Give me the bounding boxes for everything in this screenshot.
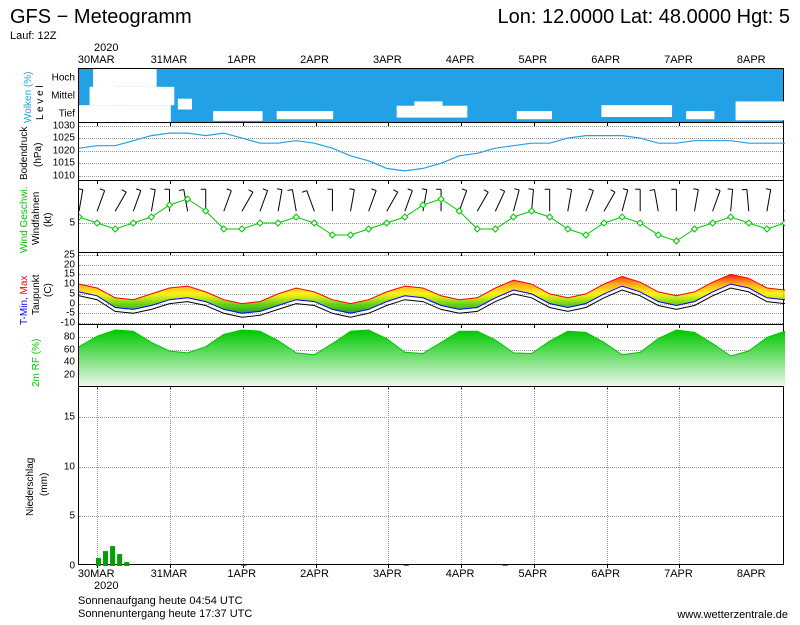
year-label-bottom: 2020 — [94, 580, 118, 592]
ylabel-pressure-unit: (hPa) — [33, 143, 44, 167]
ytick-rh-20: 20 — [64, 369, 79, 380]
ytick-temp-25: 25 — [64, 249, 79, 260]
date-bot-7: 6APR — [591, 568, 620, 580]
lat-value: 48.0000 — [659, 6, 731, 28]
date-bot-2: 1APR — [227, 568, 256, 580]
cloud-level-2: Tief — [59, 109, 79, 120]
date-top-9: 8APR — [737, 54, 766, 66]
ytick-temp-5: 5 — [69, 288, 79, 299]
ytick-pressure-1015: 1015 — [53, 158, 79, 169]
date-top-7: 6APR — [591, 54, 620, 66]
ytick-temp-10: 10 — [64, 279, 79, 290]
date-top-2: 1APR — [227, 54, 256, 66]
year-label: 2020 — [94, 42, 118, 54]
ylabel-temp: T-Min, Max — [19, 276, 30, 325]
ytick-temp-0: 0 — [69, 298, 79, 309]
dates-bottom: 2020 30MAR 31MAR 1APR 2APR 3APR 4APR 5APR 6APR 7… — [78, 568, 784, 592]
ytick-pressure-1030: 1030 — [53, 120, 79, 131]
ylabel-wind2: Windfahnen — [31, 192, 42, 245]
panel-precip: 051015Niederschlag(mm) — [78, 386, 784, 565]
ytick-precip-5: 5 — [69, 511, 79, 522]
sunset-label: Sonnenuntergang heute — [78, 608, 196, 620]
lon-value: 12.0000 — [542, 6, 614, 28]
ytick-rh-40: 40 — [64, 357, 79, 368]
ytick-temp--10: -10 — [61, 318, 79, 329]
hgt-label: Hgt: — [737, 6, 774, 28]
chart-area: HochMittelTiefWolken (%)L e v e l1010101… — [78, 68, 784, 565]
ylabel-precip-unit: (mm) — [39, 473, 50, 496]
date-bot-8: 7APR — [664, 568, 693, 580]
ytick-temp-20: 20 — [64, 259, 79, 270]
panel-temperature: -10-50510152025T-Min, MaxTaupunkt(C) — [78, 252, 784, 324]
lat-label: Lat: — [620, 6, 653, 28]
sunrise-label: Sonnenaufgang heute — [78, 595, 186, 607]
sunrise-value: 04:54 UTC — [189, 595, 242, 607]
footer: Sonnenaufgang heute 04:54 UTC Sonnenunte… — [78, 595, 252, 621]
date-top-6: 5APR — [519, 54, 548, 66]
hgt-value: 5 — [779, 6, 790, 28]
date-bot-4: 3APR — [373, 568, 402, 580]
date-top-1: 31MAR — [151, 54, 188, 66]
date-bot-1: 31MAR — [151, 568, 188, 580]
ytick-rh-80: 80 — [64, 332, 79, 343]
date-bot-3: 2APR — [300, 568, 329, 580]
ytick-temp--5: -5 — [66, 308, 79, 319]
date-top-0: 30MAR — [78, 54, 115, 66]
date-top-8: 7APR — [664, 54, 693, 66]
date-top-4: 3APR — [373, 54, 402, 66]
ytick-precip-10: 10 — [64, 461, 79, 472]
ytick-rh-60: 60 — [64, 344, 79, 355]
ylabel-precip: Niederschlag — [25, 458, 36, 516]
date-bot-0: 30MAR — [78, 568, 115, 580]
ytick-pressure-1010: 1010 — [53, 170, 79, 181]
ylabel-dew: Taupunkt — [31, 274, 42, 315]
lon-label: Lon: — [497, 6, 536, 28]
ylabel-clouds-sub: L e v e l — [35, 85, 46, 120]
panel-humidity: 204060802m RF (%) — [78, 324, 784, 386]
page-title: GFS − Meteogramm — [10, 6, 192, 29]
ylabel-wind: Wind Geschwi. — [19, 186, 30, 253]
ylabel-rh: 2m RF (%) — [31, 339, 42, 387]
ylabel-wind-unit: (kt) — [43, 213, 54, 227]
ytick-temp-15: 15 — [64, 269, 79, 280]
sunset-value: 17:37 UTC — [199, 608, 252, 620]
ytick-pressure-1025: 1025 — [53, 133, 79, 144]
date-top-5: 4APR — [446, 54, 475, 66]
credit: www.wetterzentrale.de — [677, 609, 788, 621]
ytick-wind-5: 5 — [69, 218, 79, 229]
ytick-precip-15: 15 — [64, 411, 79, 422]
dates-top: 2020 30MAR 31MAR 1APR 2APR 3APR 4APR 5APR 6APR 7… — [78, 42, 784, 66]
cloud-level-1: Mittel — [51, 91, 79, 102]
run-label: Lauf: 12Z — [10, 30, 56, 42]
ylabel-clouds: Wolken (%) — [23, 72, 34, 124]
date-top-3: 2APR — [300, 54, 329, 66]
cloud-level-0: Hoch — [52, 73, 79, 84]
date-bot-5: 4APR — [446, 568, 475, 580]
panel-clouds: HochMittelTiefWolken (%)L e v e l — [78, 68, 784, 122]
ytick-pressure-1020: 1020 — [53, 145, 79, 156]
panel-pressure: 10101015102010251030Bodendruck(hPa) — [78, 122, 784, 180]
ylabel-pressure: Bodendruck — [19, 127, 30, 180]
date-bot-6: 5APR — [519, 568, 548, 580]
coords: Lon: 12.0000 Lat: 48.0000 Hgt: 5 — [497, 6, 790, 29]
panel-wind: 5Wind Geschwi.Windfahnen(kt) — [78, 180, 784, 252]
date-bot-9: 8APR — [737, 568, 766, 580]
ylabel-temp-unit: (C) — [43, 283, 54, 297]
